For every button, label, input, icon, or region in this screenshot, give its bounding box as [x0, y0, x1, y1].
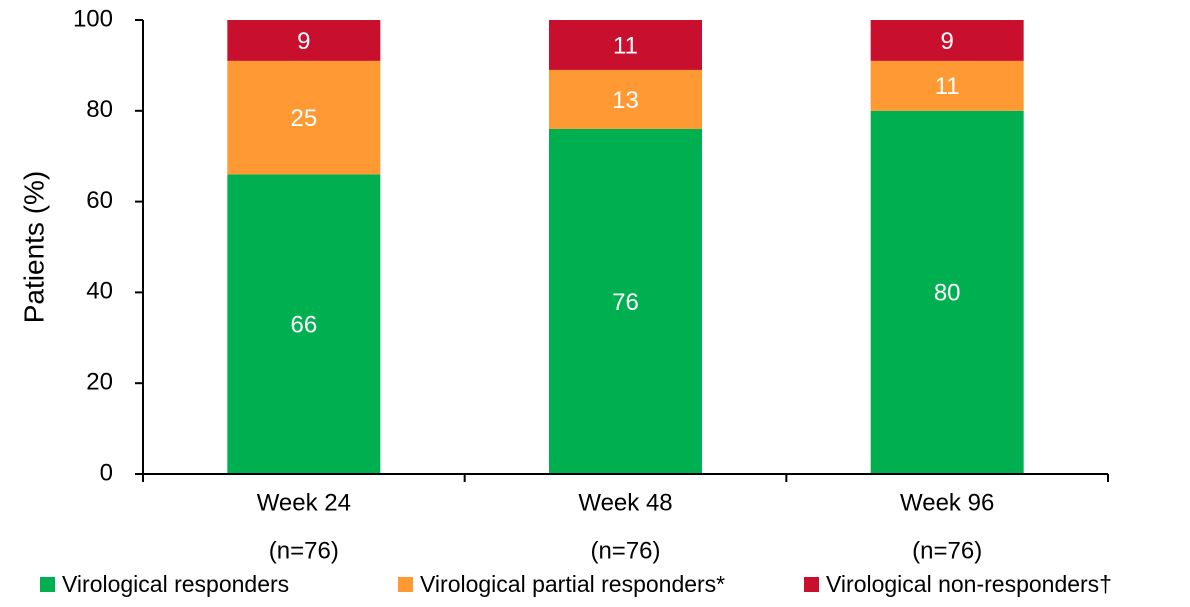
data-label: 66	[290, 312, 317, 339]
x-tick-label: Week 96	[900, 489, 994, 516]
bar-segment	[227, 174, 381, 475]
bar-segment	[870, 60, 1024, 111]
y-tick-label: 100	[73, 5, 113, 32]
y-tick-label: 20	[86, 369, 113, 396]
data-label: 76	[612, 289, 639, 316]
bar-segment	[227, 60, 381, 175]
bar-segment	[227, 20, 381, 61]
data-label: 11	[935, 73, 960, 100]
y-tick-label: 80	[86, 96, 113, 123]
x-tick-label: Week 24	[257, 489, 351, 516]
data-label: 9	[297, 28, 310, 55]
data-label: 25	[290, 105, 317, 132]
bar-segment	[870, 110, 1024, 475]
legend-label: Virological non-responders†	[826, 571, 1112, 597]
data-label: 80	[934, 280, 961, 307]
bar-segment	[870, 20, 1024, 61]
x-tick-label: Week 48	[578, 489, 672, 516]
legend-swatch	[398, 577, 413, 592]
y-tick-label: 0	[100, 459, 113, 486]
y-tick-label: 40	[86, 278, 113, 305]
bar-segment	[549, 128, 702, 474]
x-tick-sublabel: (n=76)	[269, 537, 339, 564]
x-tick-sublabel: (n=76)	[912, 537, 982, 564]
data-label: 13	[612, 87, 639, 114]
legend-swatch	[804, 577, 819, 592]
legend-swatch	[40, 577, 55, 592]
x-tick-sublabel: (n=76)	[590, 537, 660, 564]
bar-segment	[549, 69, 702, 129]
legend-label: Virological responders	[62, 571, 289, 597]
data-label: 9	[940, 28, 953, 55]
y-tick-label: 60	[86, 187, 113, 214]
legend-label: Virological partial responders*	[420, 571, 725, 597]
y-axis-title: Patients (%)	[18, 171, 49, 324]
data-label: 11	[613, 32, 638, 59]
bar-segment	[549, 20, 702, 70]
